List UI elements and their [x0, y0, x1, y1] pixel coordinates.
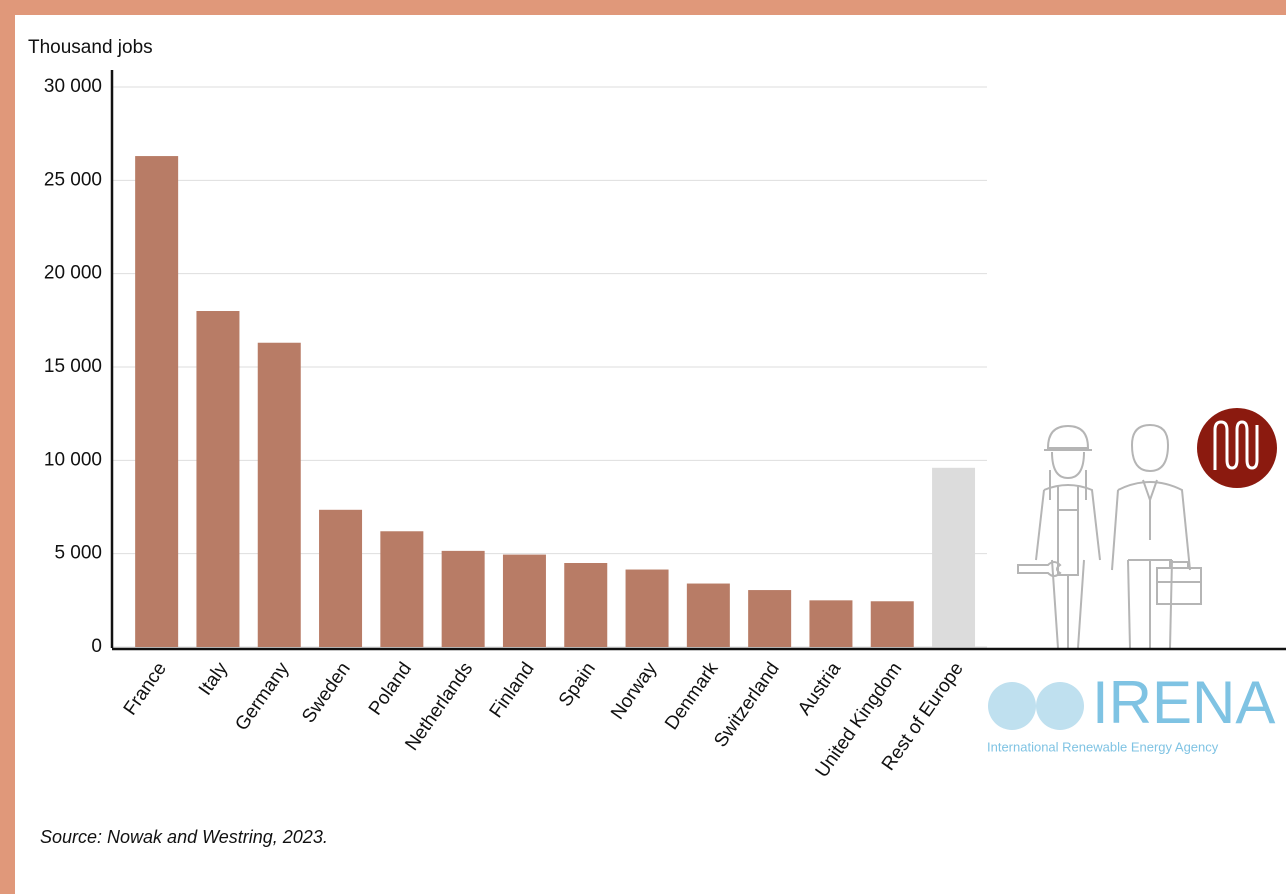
x-tick-label: Norway — [607, 658, 661, 723]
bar — [564, 563, 608, 647]
logo-name: IRENA — [1092, 669, 1275, 736]
chart: Thousand jobs Source: Nowak and Westring… — [15, 15, 1286, 894]
badge-icon — [1213, 420, 1259, 470]
logo-globe — [988, 682, 1036, 730]
y-tick-label: 0 — [91, 636, 102, 657]
worker-figure — [1017, 424, 1101, 649]
bar — [441, 550, 485, 647]
x-tick-label: Germany — [231, 658, 293, 734]
y-tick-label: 20 000 — [44, 263, 102, 284]
x-tick-label: Poland — [365, 659, 416, 720]
bar — [319, 509, 363, 647]
bar — [870, 601, 914, 647]
y-tick-label: 10 000 — [44, 449, 102, 470]
x-tick-label: France — [120, 659, 171, 719]
y-tick-label: 15 000 — [44, 356, 102, 377]
logo: IRENA International Renewable Energy Age… — [987, 669, 1275, 755]
bar — [380, 531, 424, 647]
x-tick-label: Spain — [555, 659, 600, 711]
logo-globe — [1036, 682, 1084, 730]
source: Source: Nowak and Westring, 2023. — [40, 827, 328, 847]
bar — [196, 311, 240, 647]
x-tick-label: Switzerland — [710, 659, 784, 752]
logo-tagline: International Renewable Energy Agency — [987, 739, 1219, 754]
bar — [686, 583, 730, 647]
y-tick-label: 25 000 — [44, 169, 102, 190]
x-tick-label: Denmark — [661, 658, 723, 734]
bar — [625, 569, 669, 647]
illustration — [1017, 408, 1277, 649]
x-tick-label: Austria — [794, 658, 845, 719]
bar — [502, 554, 546, 647]
bar — [135, 156, 179, 648]
y-tick-label: 30 000 — [44, 76, 102, 97]
x-tick-label: Italy — [195, 658, 232, 699]
engineer-figure — [1111, 423, 1202, 649]
bar — [257, 342, 301, 647]
y-axis-label: Thousand jobs — [28, 37, 153, 58]
x-tick-label: Sweden — [298, 659, 355, 727]
x-tick-label: Finland — [486, 659, 539, 722]
bar — [932, 467, 976, 647]
bar — [809, 600, 853, 647]
y-tick-label: 5 000 — [54, 543, 102, 564]
bar — [748, 590, 792, 647]
